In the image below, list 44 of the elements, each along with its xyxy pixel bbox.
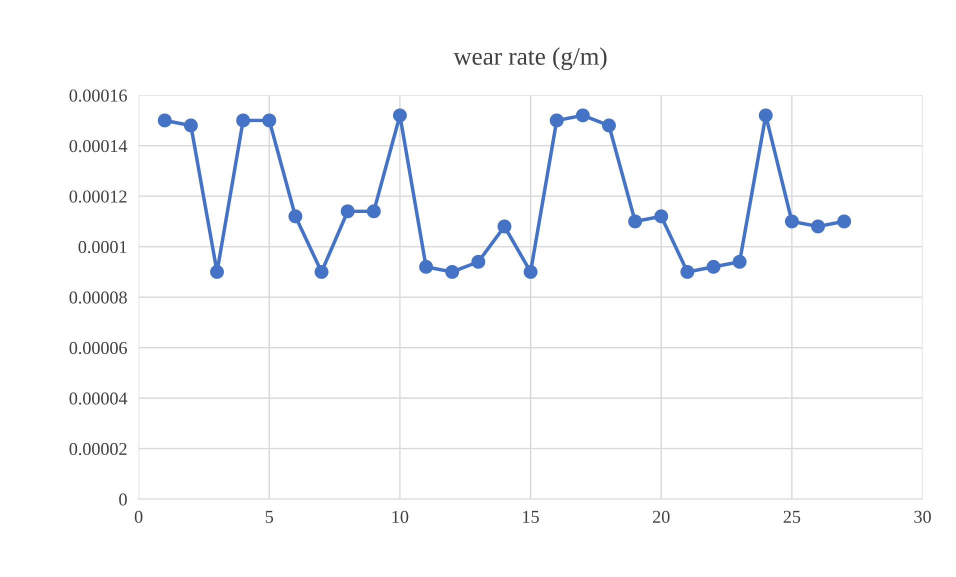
x-tick-label: 20 bbox=[653, 510, 670, 523]
point bbox=[758, 108, 773, 122]
point bbox=[471, 254, 486, 269]
point bbox=[158, 114, 172, 128]
x-tick-label: 30 bbox=[914, 510, 931, 523]
point bbox=[550, 114, 564, 128]
x-tick-label: 5 bbox=[266, 510, 274, 523]
x-tick-label: 0 bbox=[134, 510, 142, 523]
y-tick-label: 0.00002 bbox=[70, 442, 127, 456]
x-tick-label: 10 bbox=[392, 510, 408, 523]
x-tick-label: 15 bbox=[523, 510, 539, 523]
point bbox=[392, 108, 407, 122]
point bbox=[445, 264, 460, 279]
point bbox=[654, 209, 668, 224]
y-tick-label: 0.00016 bbox=[70, 89, 127, 102]
point bbox=[262, 114, 276, 128]
y-tick-label: 0.00006 bbox=[70, 342, 127, 354]
point bbox=[288, 209, 302, 224]
point bbox=[732, 254, 747, 269]
point bbox=[419, 260, 433, 274]
point bbox=[602, 118, 616, 132]
point bbox=[811, 220, 825, 234]
point bbox=[340, 204, 355, 218]
y-tick-label: 0.00012 bbox=[70, 190, 127, 203]
chart-title: wear rate (g/m) bbox=[454, 47, 607, 70]
y-tick-label: 0.00014 bbox=[70, 140, 128, 152]
point bbox=[524, 264, 538, 279]
point bbox=[210, 264, 224, 279]
y-tick-label: 0.00004 bbox=[70, 392, 128, 405]
point bbox=[837, 214, 852, 228]
point bbox=[366, 204, 381, 218]
y-tick-label: 0.00008 bbox=[70, 291, 127, 304]
point bbox=[706, 260, 720, 274]
point bbox=[314, 264, 328, 279]
point bbox=[628, 214, 642, 228]
point bbox=[576, 108, 590, 122]
y-tick-label: 0.0001 bbox=[78, 240, 126, 254]
point bbox=[236, 114, 250, 128]
point bbox=[680, 264, 694, 279]
point bbox=[498, 220, 512, 234]
point bbox=[184, 118, 198, 132]
y-tick-label: 0 bbox=[119, 493, 127, 506]
point bbox=[784, 214, 799, 228]
x-tick-label: 25 bbox=[784, 510, 800, 523]
